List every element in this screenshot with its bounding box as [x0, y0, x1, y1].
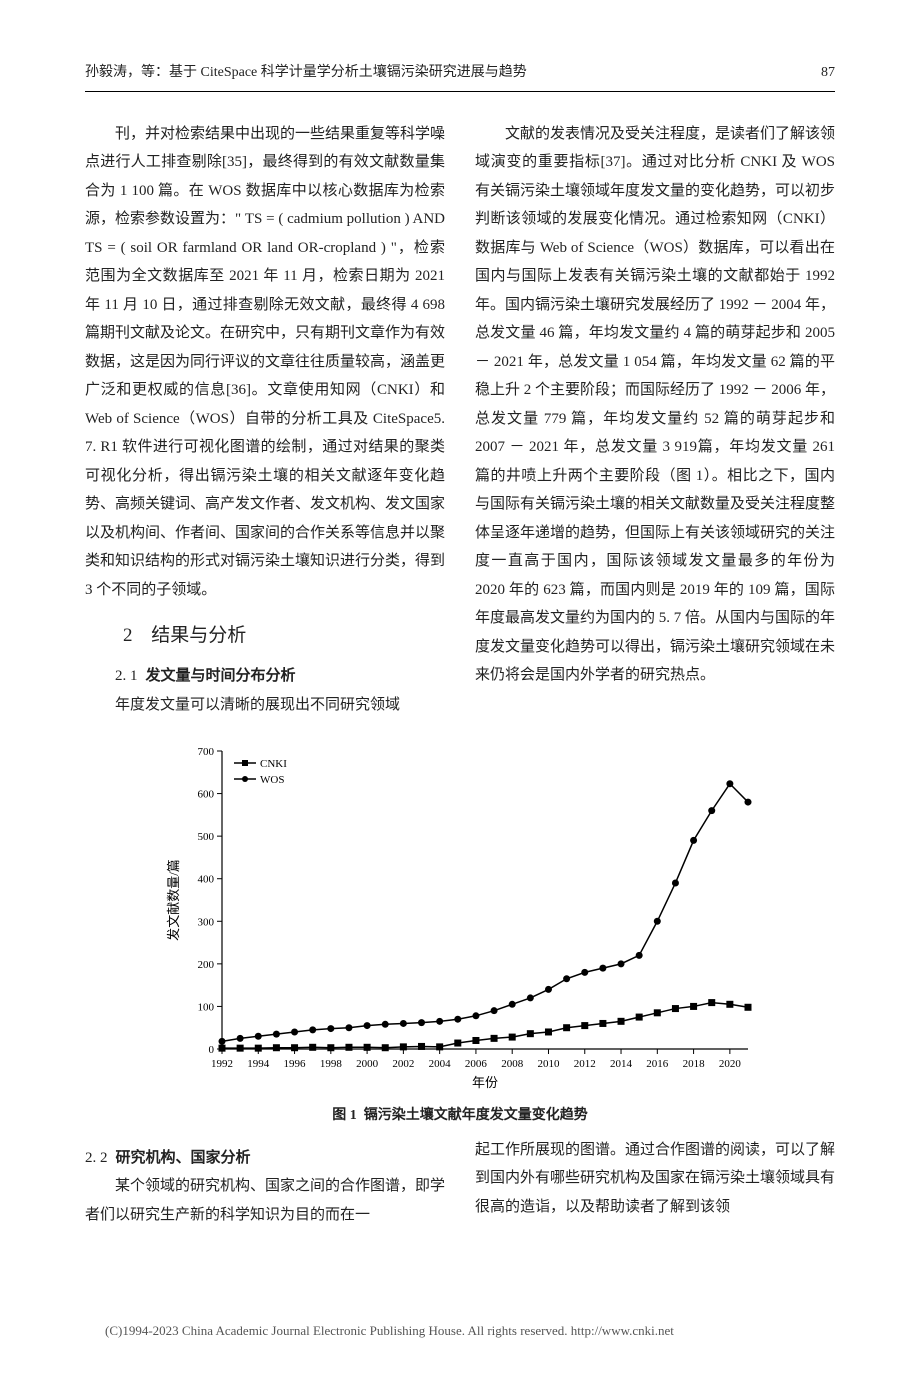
svg-text:WOS: WOS	[260, 774, 284, 786]
svg-text:2004: 2004	[429, 1058, 452, 1070]
lower-right-column: 起工作所展现的图谱。通过合作图谱的阅读，可以了解到国内外有哪些研究机构及国家在镉…	[475, 1136, 835, 1230]
svg-text:400: 400	[198, 874, 215, 886]
lower-left-paragraph-1: 某个领域的研究机构、国家之间的合作图谱，即学者们以研究生产新的科学知识为目的而在…	[85, 1172, 445, 1229]
left-paragraph-2: 年度发文量可以清晰的展现出不同研究领域	[85, 691, 445, 720]
section-2-2-heading: 2. 2 研究机构、国家分析	[85, 1144, 445, 1173]
figure-1-label: 图 1	[332, 1108, 357, 1123]
svg-text:CNKI: CNKI	[260, 758, 287, 770]
svg-text:1996: 1996	[284, 1058, 307, 1070]
svg-text:600: 600	[198, 789, 215, 801]
figure-1-caption-text: 镉污染土壤文献年度发文量变化趋势	[364, 1108, 588, 1123]
lower-right-paragraph-1: 起工作所展现的图谱。通过合作图谱的阅读，可以了解到国内外有哪些研究机构及国家在镉…	[475, 1136, 835, 1222]
svg-text:2014: 2014	[610, 1058, 633, 1070]
svg-text:500: 500	[198, 831, 215, 843]
footer: (C)1994-2023 China Academic Journal Elec…	[85, 1319, 835, 1344]
svg-text:1994: 1994	[247, 1058, 270, 1070]
section-2-1-heading: 2. 1 发文量与时间分布分析	[85, 662, 445, 691]
section-2-2-title: 研究机构、国家分析	[116, 1150, 251, 1166]
page-header: 孙毅涛，等：基于 CiteSpace 科学计量学分析土壤镉污染研究进展与趋势 8…	[85, 60, 835, 92]
section-2-number: 2	[123, 625, 133, 646]
section-2-title: 结果与分析	[151, 625, 246, 646]
lower-columns: 2. 2 研究机构、国家分析 某个领域的研究机构、国家之间的合作图谱，即学者们以研…	[85, 1136, 835, 1230]
right-column: 文献的发表情况及受关注程度，是读者们了解该领域演变的重要指标[37]。通过对比分…	[475, 120, 835, 720]
svg-text:300: 300	[198, 916, 215, 928]
svg-text:2008: 2008	[501, 1058, 524, 1070]
running-title: 孙毅涛，等：基于 CiteSpace 科学计量学分析土壤镉污染研究进展与趋势	[85, 60, 527, 87]
svg-text:2010: 2010	[537, 1058, 560, 1070]
svg-text:700: 700	[198, 746, 215, 758]
svg-text:2002: 2002	[392, 1058, 414, 1070]
svg-text:1992: 1992	[211, 1058, 233, 1070]
svg-text:2018: 2018	[683, 1058, 706, 1070]
left-paragraph-1: 刊，并对检索结果中出现的一些结果重复等科学噪点进行人工排查剔除[35]，最终得到…	[85, 120, 445, 605]
svg-text:100: 100	[198, 1002, 215, 1014]
page-number: 87	[821, 60, 835, 87]
section-2-heading: 2 结果与分析	[85, 618, 445, 654]
svg-text:200: 200	[198, 959, 215, 971]
section-2-2-number: 2. 2	[85, 1150, 108, 1166]
svg-text:2016: 2016	[646, 1058, 669, 1070]
lower-left-column: 2. 2 研究机构、国家分析 某个领域的研究机构、国家之间的合作图谱，即学者们以研…	[85, 1136, 445, 1230]
section-2-1-title: 发文量与时间分布分析	[146, 668, 296, 684]
svg-text:1998: 1998	[320, 1058, 343, 1070]
figure-1-caption: 图 1 镉污染土壤文献年度发文量变化趋势	[85, 1103, 835, 1130]
svg-text:2006: 2006	[465, 1058, 488, 1070]
left-column: 刊，并对检索结果中出现的一些结果重复等科学噪点进行人工排查剔除[35]，最终得到…	[85, 120, 445, 720]
svg-text:2012: 2012	[574, 1058, 596, 1070]
upper-columns: 刊，并对检索结果中出现的一些结果重复等科学噪点进行人工排查剔除[35]，最终得到…	[85, 120, 835, 720]
svg-text:2020: 2020	[719, 1058, 742, 1070]
svg-text:0: 0	[209, 1044, 215, 1056]
section-2-1-number: 2. 1	[115, 668, 138, 684]
svg-text:年份: 年份	[472, 1075, 498, 1090]
figure-1-chart: 0 100 200 300 400 500 600 700 1992 1994 1996 1998 20…	[160, 737, 760, 1097]
right-paragraph-1: 文献的发表情况及受关注程度，是读者们了解该领域演变的重要指标[37]。通过对比分…	[475, 120, 835, 690]
chart-svg: 0 100 200 300 400 500 600 700 1992 1994 1996 1998 20…	[160, 737, 760, 1097]
svg-text:2000: 2000	[356, 1058, 379, 1070]
footer-text: (C)1994-2023 China Academic Journal Elec…	[105, 1323, 674, 1338]
svg-text:发文献数量/篇: 发文献数量/篇	[166, 859, 181, 941]
